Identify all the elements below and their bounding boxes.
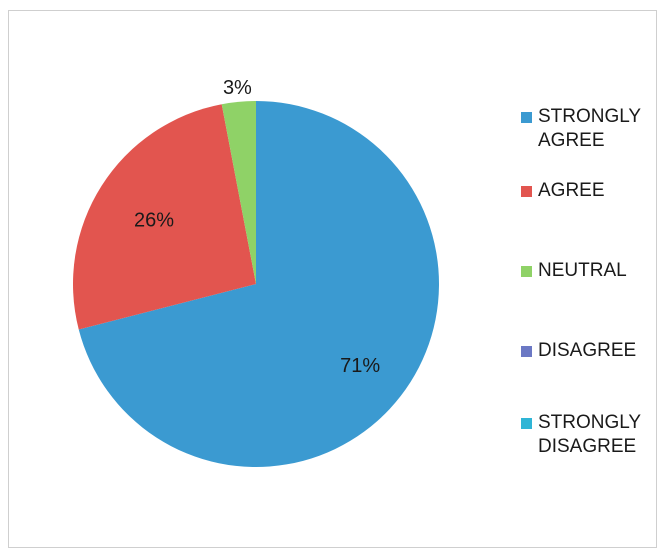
legend-item-disagree: DISAGREE [521, 339, 663, 363]
pie-chart: 71% 26% 3% [72, 77, 440, 468]
legend-label-agree: AGREE [538, 180, 605, 201]
legend-swatch-neutral [521, 266, 532, 277]
legend-item-strongly-disagree: STRONGLY DISAGREE [521, 411, 663, 459]
legend-item-neutral: NEUTRAL [521, 259, 663, 283]
data-label-neutral: 3% [223, 77, 252, 99]
pie-slice-agree [72, 104, 256, 330]
legend-swatch-disagree [521, 346, 532, 357]
legend-item-agree: AGREE [521, 179, 663, 203]
legend-swatch-agree [521, 186, 532, 197]
legend-label-strongly-disagree: STRONGLY DISAGREE [538, 412, 641, 457]
pie-slice-neutral [221, 101, 256, 284]
legend-swatch-strongly-disagree [521, 418, 532, 429]
chart-area: 71% 26% 3% STRONGLY AGREE AGREE NEUTRAL DI… [8, 10, 657, 548]
data-label-strongly-agree: 71% [340, 355, 380, 377]
legend-swatch-strongly-agree [521, 112, 532, 123]
pie-slice-strongly-agree [78, 101, 440, 468]
legend-item-strongly-agree: STRONGLY AGREE [521, 105, 663, 153]
legend-label-disagree: DISAGREE [538, 340, 637, 361]
legend-label-neutral: NEUTRAL [538, 260, 627, 281]
data-label-agree: 26% [134, 209, 174, 231]
legend-label-strongly-agree: STRONGLY AGREE [538, 106, 641, 151]
